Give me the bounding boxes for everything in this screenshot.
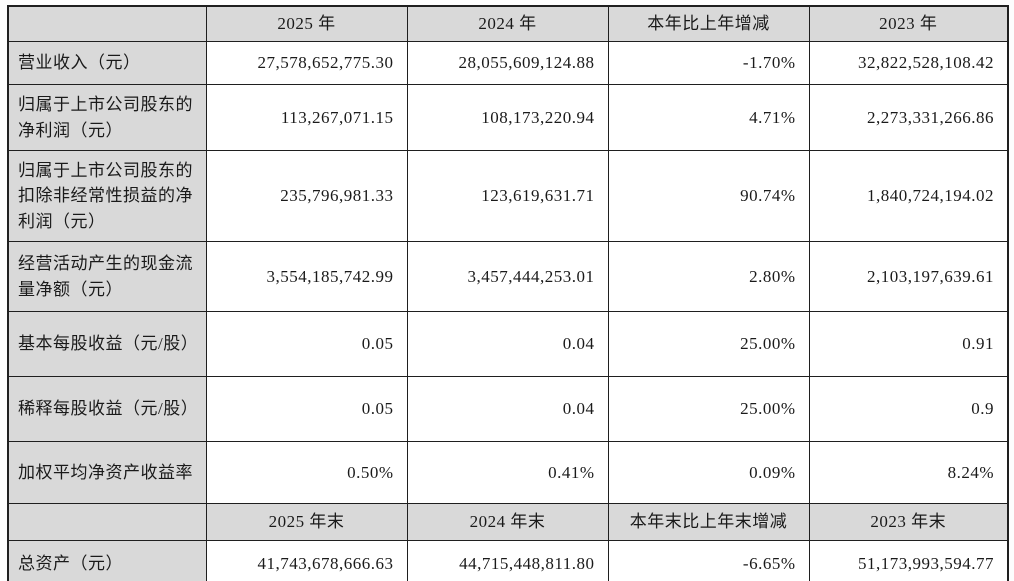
header-row: 2025 年末 2024 年末 本年末比上年末增减 2023 年末 [7, 503, 1009, 541]
value-cell: 25.00% [607, 311, 810, 377]
value-cell: 0.9 [808, 376, 1009, 442]
table-row: 基本每股收益（元/股） 0.05 0.04 25.00% 0.91 [7, 311, 1009, 377]
year-end-section-rows: 总资产（元） 41,743,678,666.63 44,715,448,811.80… [7, 540, 1009, 581]
row-label: 稀释每股收益（元/股） [7, 376, 207, 442]
value-cell: 0.05 [205, 311, 408, 377]
table-row: 归属于上市公司股东的扣除非经常性损益的净利润（元） 235,796,981.33 1… [7, 150, 1009, 242]
annual-section-rows: 营业收入（元） 27,578,652,775.30 28,055,609,124.8… [7, 41, 1009, 504]
value-cell: 235,796,981.33 [205, 150, 408, 242]
value-cell: -6.65% [607, 540, 810, 581]
value-cell: 25.00% [607, 376, 810, 442]
column-header-year-end-change: 本年末比上年末增减 [607, 503, 810, 541]
row-label: 加权平均净资产收益率 [7, 441, 207, 504]
column-header-2023-end: 2023 年末 [808, 503, 1009, 541]
value-cell: -1.70% [607, 41, 810, 85]
year-end-section-header: 2025 年末 2024 年末 本年末比上年末增减 2023 年末 [7, 503, 1009, 541]
value-cell: 3,457,444,253.01 [406, 241, 609, 312]
value-cell: 2.80% [607, 241, 810, 312]
value-cell: 0.41% [406, 441, 609, 504]
value-cell: 90.74% [607, 150, 810, 242]
table-row: 稀释每股收益（元/股） 0.05 0.04 25.00% 0.9 [7, 376, 1009, 442]
column-header-2025: 2025 年 [205, 5, 408, 42]
value-cell: 0.04 [406, 311, 609, 377]
value-cell: 32,822,528,108.42 [808, 41, 1009, 85]
column-header-2025-end: 2025 年末 [205, 503, 408, 541]
row-label: 归属于上市公司股东的扣除非经常性损益的净利润（元） [7, 150, 207, 242]
value-cell: 2,103,197,639.61 [808, 241, 1009, 312]
value-cell: 28,055,609,124.88 [406, 41, 609, 85]
value-cell: 51,173,993,594.77 [808, 540, 1009, 581]
table-row: 加权平均净资产收益率 0.50% 0.41% 0.09% 8.24% [7, 441, 1009, 504]
column-header-2024-end: 2024 年末 [406, 503, 609, 541]
value-cell: 3,554,185,742.99 [205, 241, 408, 312]
value-cell: 44,715,448,811.80 [406, 540, 609, 581]
row-label: 经营活动产生的现金流量净额（元） [7, 241, 207, 312]
table-row: 总资产（元） 41,743,678,666.63 44,715,448,811.80… [7, 540, 1009, 581]
value-cell: 108,173,220.94 [406, 84, 609, 151]
row-label: 营业收入（元） [7, 41, 207, 85]
row-label: 基本每股收益（元/股） [7, 311, 207, 377]
table-row: 归属于上市公司股东的净利润（元） 113,267,071.15 108,173,22… [7, 84, 1009, 151]
table-row: 经营活动产生的现金流量净额（元） 3,554,185,742.99 3,457,44… [7, 241, 1009, 312]
value-cell: 0.09% [607, 441, 810, 504]
value-cell: 1,840,724,194.02 [808, 150, 1009, 242]
row-label: 总资产（元） [7, 540, 207, 581]
value-cell: 27,578,652,775.30 [205, 41, 408, 85]
value-cell: 8.24% [808, 441, 1009, 504]
table-row: 营业收入（元） 27,578,652,775.30 28,055,609,124.8… [7, 41, 1009, 85]
value-cell: 41,743,678,666.63 [205, 540, 408, 581]
header-row: 2025 年 2024 年 本年比上年增减 2023 年 [7, 5, 1009, 42]
value-cell: 0.05 [205, 376, 408, 442]
column-header-yoy-change: 本年比上年增减 [607, 5, 810, 42]
value-cell: 4.71% [607, 84, 810, 151]
value-cell: 0.04 [406, 376, 609, 442]
column-header-2023: 2023 年 [808, 5, 1009, 42]
column-header-2024: 2024 年 [406, 5, 609, 42]
annual-section-header: 2025 年 2024 年 本年比上年增减 2023 年 [7, 5, 1009, 42]
value-cell: 123,619,631.71 [406, 150, 609, 242]
value-cell: 113,267,071.15 [205, 84, 408, 151]
value-cell: 0.91 [808, 311, 1009, 377]
value-cell: 2,273,331,266.86 [808, 84, 1009, 151]
corner-cell [7, 5, 207, 42]
corner-cell [7, 503, 207, 541]
row-label: 归属于上市公司股东的净利润（元） [7, 84, 207, 151]
key-financials-table: 2025 年 2024 年 本年比上年增减 2023 年 营业收入（元） 27,5… [7, 5, 1009, 581]
value-cell: 0.50% [205, 441, 408, 504]
